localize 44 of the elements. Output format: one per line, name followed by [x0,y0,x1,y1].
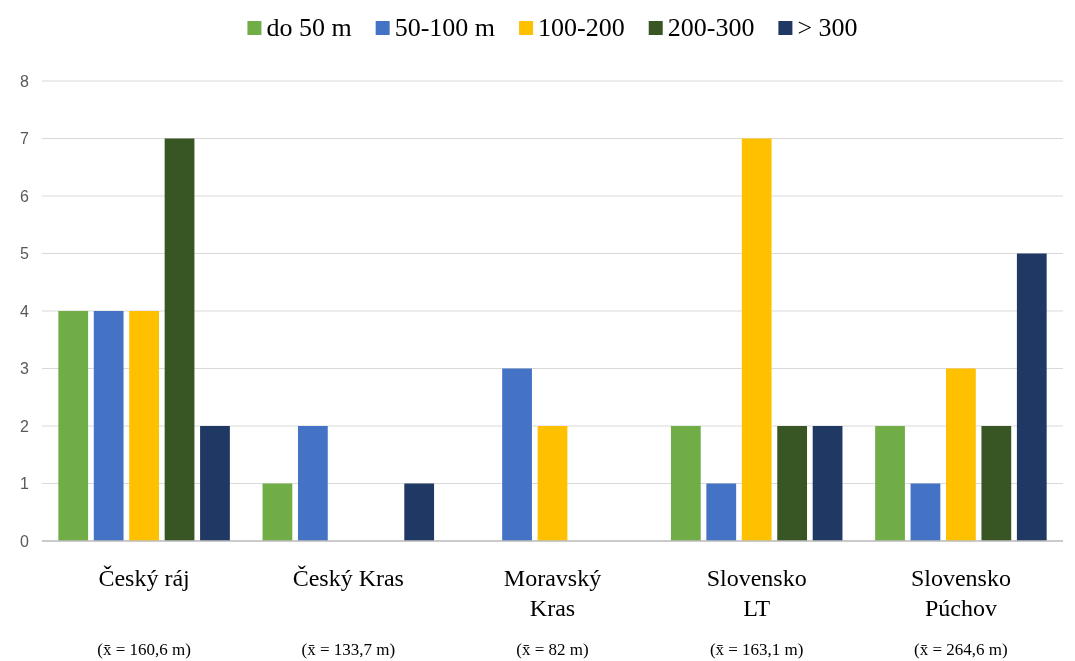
legend-label: 200-300 [667,13,755,42]
x-tick-label: Český Kras [292,565,404,591]
x-tick-label: Slovensko Púchov [910,565,1011,621]
text: (x̄ = 163,1 m) [709,640,804,659]
bar [946,368,976,541]
x-tick-label: Český ráj [98,565,190,591]
bar [262,483,293,541]
bar [875,426,905,541]
bar [812,426,843,541]
text: (x̄ = 133,7 m) [301,640,396,659]
bar [777,426,808,541]
bar [706,483,737,541]
bar [200,426,230,541]
y-tick-label: 2 [20,417,30,435]
bar [129,311,159,541]
text: (x̄ = 82 m) [516,640,589,659]
bar [537,426,568,541]
legend-label: 50-100 m [394,13,496,42]
y-tick-label: 0 [20,532,30,550]
x-tick-label: Moravský Kras [503,565,602,621]
y-tick-label: 7 [20,130,30,148]
bar [502,368,532,541]
x-tick-label: Slovensko LT [706,565,807,621]
y-tick-label: 3 [20,360,30,378]
bar [741,138,772,541]
bar [404,483,435,541]
bar [58,311,89,541]
legend-label: 100-200 [538,13,625,42]
bar [1016,253,1047,541]
y-tick-label: 8 [20,72,30,90]
legend-label: do 50 m [266,13,352,42]
bar [297,426,328,541]
bar [93,311,124,541]
y-tick-label: 4 [20,302,30,320]
bar [981,426,1012,541]
text: (x̄ = 264,6 m) [914,640,1008,659]
legend-label: > 300 [797,13,858,42]
y-tick-label: 6 [20,187,30,205]
y-tick-label: 1 [20,475,30,493]
y-tick-label: 5 [20,245,30,263]
text: (x̄ = 160,6 m) [97,640,191,659]
bar [670,426,701,541]
bar [164,138,195,541]
bar [910,483,941,541]
